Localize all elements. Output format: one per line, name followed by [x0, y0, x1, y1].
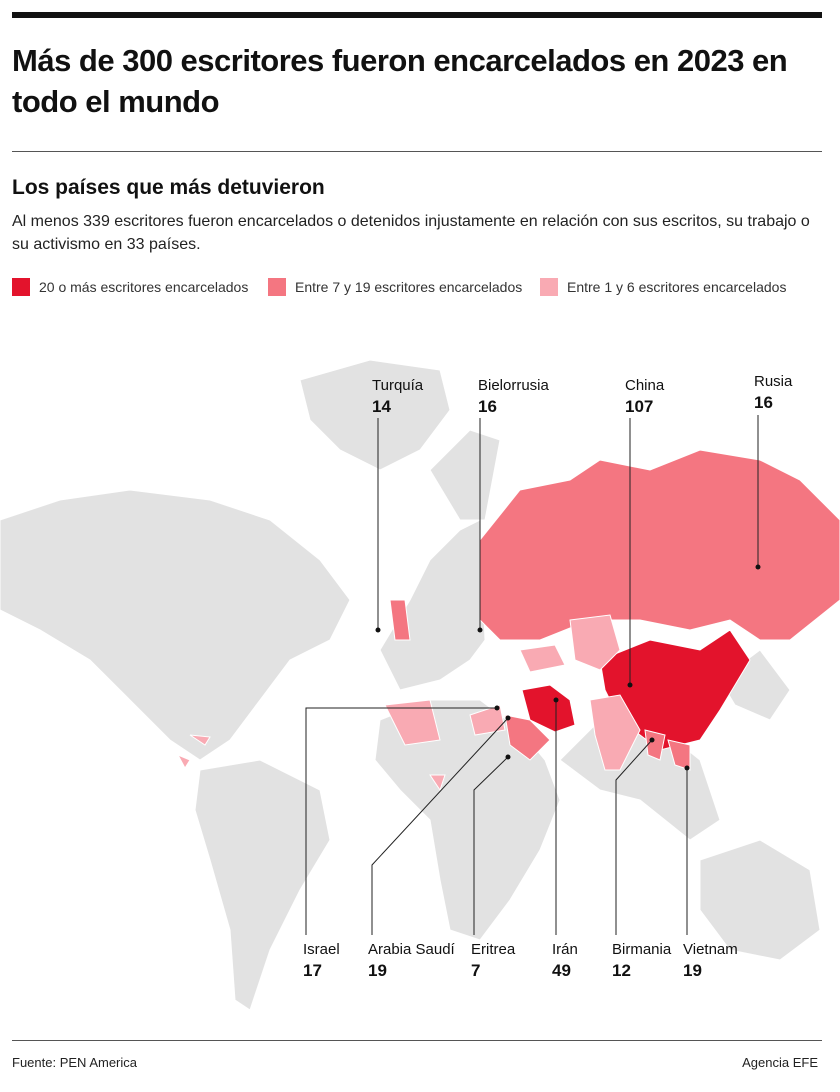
source: Fuente: PEN America — [12, 1055, 137, 1070]
country-value: 16 — [754, 393, 773, 412]
map: Turquía 14 Bielorrusia 16 China 107 Rusia 16 Isr… — [0, 359, 840, 1011]
country-name: Rusia — [754, 373, 793, 390]
leader-dot — [477, 627, 483, 633]
legend-swatch — [12, 278, 30, 296]
top-bar — [12, 12, 822, 18]
country — [479, 449, 840, 641]
country-name: Eritrea — [471, 941, 516, 958]
legend-item: 20 o más escritores encarcelados — [12, 278, 248, 296]
leader-line — [473, 756, 509, 935]
country — [389, 599, 411, 641]
country-name: Birmania — [612, 941, 672, 958]
leader-dot — [375, 627, 381, 633]
country — [189, 734, 211, 746]
leader-line — [615, 739, 653, 935]
divider — [12, 151, 822, 152]
country-shapes — [176, 449, 840, 792]
legend-label: Entre 1 y 6 escritores encarcelados — [567, 279, 787, 295]
country-value: 17 — [303, 961, 322, 980]
country — [176, 753, 191, 769]
legend-swatch — [268, 278, 286, 296]
legend-label: 20 o más escritores encarcelados — [39, 279, 249, 295]
legend-item: Entre 1 y 6 escritores encarcelados — [540, 278, 786, 296]
country-value: 7 — [471, 961, 480, 980]
subtitle: Los países que más detuvieron — [12, 176, 325, 199]
country-value: 19 — [683, 961, 702, 980]
leader-dot — [755, 564, 761, 570]
legend: 20 o más escritores encarcelados Entre 7 … — [12, 278, 832, 300]
country-value: 49 — [552, 961, 571, 980]
country-value: 12 — [612, 961, 631, 980]
legend-swatch — [540, 278, 558, 296]
country — [504, 714, 551, 761]
country — [519, 644, 566, 673]
country-name: Irán — [552, 941, 578, 958]
leader-dot — [649, 737, 655, 743]
country-name: Arabia Saudí — [368, 941, 456, 958]
country-value: 19 — [368, 961, 387, 980]
legend-label: Entre 7 y 19 escritores encarcelados — [295, 279, 523, 295]
leader-dot — [627, 682, 633, 688]
legend-item: Entre 7 y 19 escritores encarcelados — [268, 278, 522, 296]
country-name: Israel — [303, 941, 340, 958]
country — [384, 699, 441, 746]
country-value: 107 — [625, 397, 653, 416]
leader-dot — [684, 765, 690, 771]
leader-dot — [505, 715, 511, 721]
country-name: Bielorrusia — [478, 377, 550, 394]
country — [667, 739, 691, 771]
country — [589, 694, 641, 771]
country-value: 16 — [478, 397, 497, 416]
callouts: Turquía 14 Bielorrusia 16 China 107 Rusia 16 Isr… — [303, 373, 793, 980]
footer-divider — [12, 1040, 822, 1041]
leader-dot — [505, 754, 511, 760]
country-name: China — [625, 377, 665, 394]
leader-line — [305, 707, 497, 935]
title: Más de 300 escritores fueron encarcelado… — [12, 43, 788, 119]
leader-line — [371, 717, 509, 935]
country-name: Turquía — [372, 377, 424, 394]
country-value: 14 — [372, 397, 391, 416]
country-name: Vietnam — [683, 941, 738, 958]
leader-dot — [553, 697, 559, 703]
country — [569, 614, 621, 671]
agency: Agencia EFE — [742, 1055, 818, 1070]
country — [644, 729, 666, 761]
country — [429, 774, 446, 792]
description: Al menos 339 escritores fueron encarcela… — [12, 213, 810, 253]
leader-dot — [494, 705, 500, 711]
